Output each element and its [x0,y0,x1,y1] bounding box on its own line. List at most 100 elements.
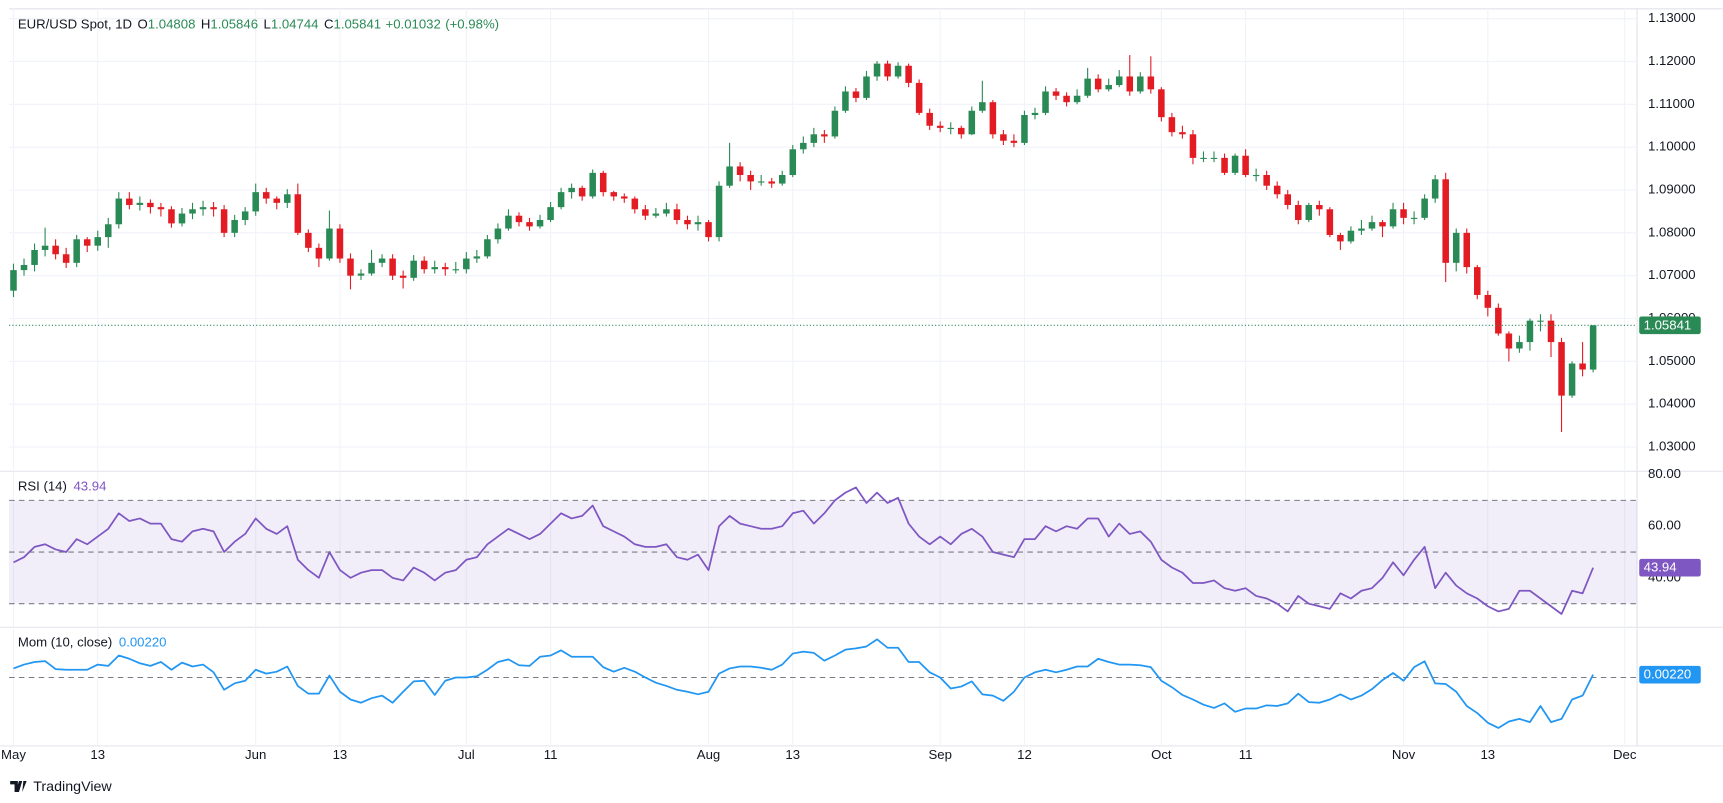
candle-body [157,207,165,210]
x-tick-label: Jun [245,747,266,762]
candle-body [831,110,839,137]
price-tag-label: 1.05841 [1644,317,1692,332]
x-tick-label: Sep [928,747,951,762]
candle-body [336,228,344,259]
legend-key: O [138,17,148,32]
candle-body [1558,342,1565,396]
candle-body [231,219,238,233]
candle-body [715,185,723,238]
candle-body [1221,157,1228,173]
candle-body [420,260,428,270]
candle-body [178,213,186,224]
candle-body [241,211,249,220]
candle-body [642,209,649,216]
candle-body [1400,209,1407,218]
candle-body [1547,320,1555,343]
candle-body [926,112,933,126]
candle-body [1579,363,1586,370]
candle-body [936,125,944,128]
candle-body [115,198,123,225]
candle-body [673,209,681,220]
candle-body [789,149,797,176]
x-tick-label: Aug [697,747,720,762]
candle-body [284,194,291,203]
candle-body [1410,217,1418,219]
candle-body [1442,179,1449,263]
candle-body [1294,204,1302,220]
candle-body [578,187,586,197]
candle-body [1368,222,1376,229]
candle-body [863,76,870,98]
candle-body [220,209,228,233]
candle-body [778,175,786,184]
candle-body [1147,76,1155,90]
indicator-line [13,486,1594,615]
candle-body [399,275,407,278]
candle-body [1252,175,1260,177]
candle-body [1010,140,1018,143]
candle-body [557,192,565,208]
candle-body [526,222,533,227]
candle-body [273,198,281,203]
candle-body [1031,112,1039,116]
candle-body [83,239,91,246]
candle-body [1158,89,1165,118]
x-tick-label: Nov [1392,747,1416,762]
candle-body [747,175,754,182]
candle-body [368,262,375,274]
candle-body [294,194,302,233]
candle-body [1505,333,1513,349]
price-tag [1639,558,1701,577]
candle-body [736,166,744,176]
legend-key: C [324,17,334,32]
candle-body [1063,95,1070,103]
candle-body [1284,194,1291,205]
candle-body [105,224,112,238]
candle-body [1168,117,1176,133]
candle-body [1126,76,1134,92]
candle-body [599,172,607,193]
x-tick-label: 13 [333,747,348,762]
candle-body [652,213,660,216]
indicator-line [13,638,1594,729]
candle-body [1337,234,1344,242]
candle-body [905,65,912,83]
price-tag [1639,316,1701,335]
legend-value: 1.04808 [148,17,196,32]
y-tick-label: 1.05000 [1648,353,1696,368]
y-tick-label: 60.00 [1648,518,1681,533]
candle-body [1326,209,1334,235]
candle-body [347,258,354,276]
candle-body [73,239,80,263]
indicator-value: 43.94 [73,479,106,494]
candle-body [189,209,196,214]
candle-body [452,269,460,271]
candle-body [410,260,417,278]
candle-body [821,134,828,137]
candle-body [1452,232,1460,263]
candle-body [989,102,997,135]
candle-body [484,239,491,257]
candle-body [262,192,270,199]
x-tick-label: 13 [1480,747,1495,762]
x-tick-label: 13 [785,747,800,762]
price-tag-label: 0.00220 [1644,667,1692,682]
candle-body [1358,228,1365,231]
candle-body [568,187,575,193]
candle-body [199,207,207,210]
candle-body [1073,95,1081,103]
candle-body [1568,363,1576,396]
candle-body [1189,134,1197,158]
candle-body [631,198,639,210]
candle-body [1431,179,1439,199]
candle-body [884,63,891,77]
candle-body [389,258,396,276]
candle-body [726,166,733,186]
legend-change: +0.01032 [386,17,441,32]
chart-legend: EUR/USD Spot, 1D O1.04808 H1.05846 L1.04744… [18,17,499,32]
legend-key: H [201,17,211,32]
candle-body [768,181,775,184]
candle-body [1474,267,1481,295]
candle-body [968,110,976,135]
